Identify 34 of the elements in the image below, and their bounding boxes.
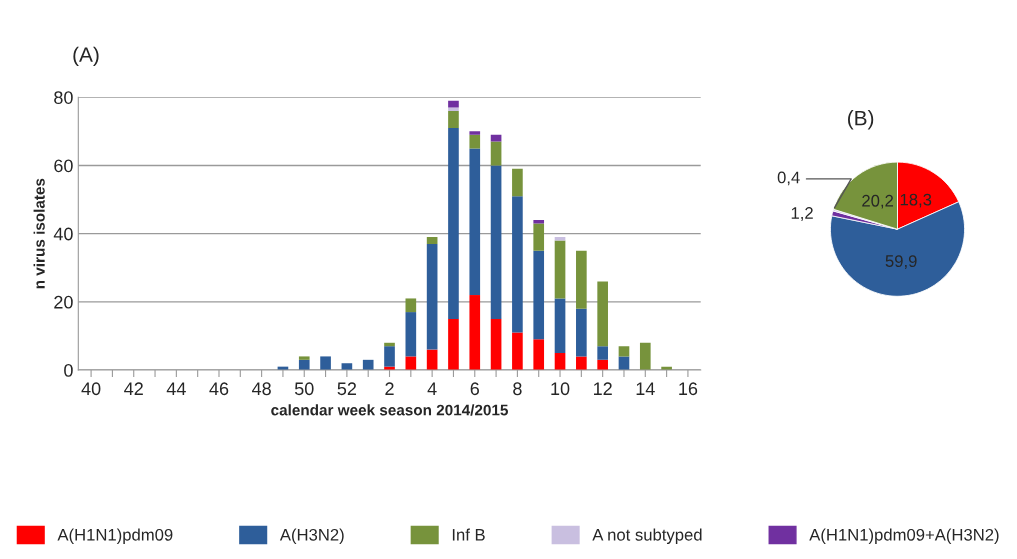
legend-label: A not subtyped xyxy=(592,528,702,544)
x-tick-label: 14 xyxy=(636,382,655,395)
x-tick-label: 40 xyxy=(81,382,101,396)
x-tick-label: 2 xyxy=(385,382,394,395)
x-tick-label: 46 xyxy=(209,382,229,396)
x-tick-label: 42 xyxy=(124,382,143,395)
data-label: 1,2 xyxy=(791,207,813,221)
x-tick-label: 4 xyxy=(427,382,437,395)
data-label: 20,2 xyxy=(862,194,893,209)
x-tick-label: 44 xyxy=(166,382,186,395)
legend-label: Inf B xyxy=(452,528,485,541)
x-tick-label: 16 xyxy=(679,382,698,396)
legend-label: A(H1N1)pdm09 xyxy=(57,528,173,544)
y-tick-label: 60 xyxy=(54,159,73,173)
y-tick-label: 80 xyxy=(54,91,73,104)
x-tick-label: 52 xyxy=(337,382,357,396)
x-tick-label: 50 xyxy=(294,382,314,396)
y-tick-label: 0 xyxy=(64,363,73,377)
chart-title: (A) xyxy=(73,46,99,67)
y-tick-label: 20 xyxy=(54,295,73,309)
legend-label: A(H1N1)pdm09+A(H3N2) xyxy=(809,528,999,544)
x-axis-title: calendar week season 2014/2015 xyxy=(271,404,509,416)
x-tick-label: 10 xyxy=(551,382,570,396)
data-label: 59,9 xyxy=(885,255,917,269)
x-tick-label: 48 xyxy=(251,382,271,396)
chart-title: (B) xyxy=(848,110,874,130)
legend-label: A(H3N2) xyxy=(279,528,344,544)
x-tick-label: 6 xyxy=(470,382,479,396)
x-tick-label: 8 xyxy=(513,382,522,396)
y-axis-title: n virus isolates xyxy=(33,178,45,289)
data-label: 0,4 xyxy=(777,171,800,186)
y-tick-label: 40 xyxy=(53,227,73,241)
data-label: 18,3 xyxy=(900,193,932,208)
x-tick-label: 12 xyxy=(594,382,612,395)
